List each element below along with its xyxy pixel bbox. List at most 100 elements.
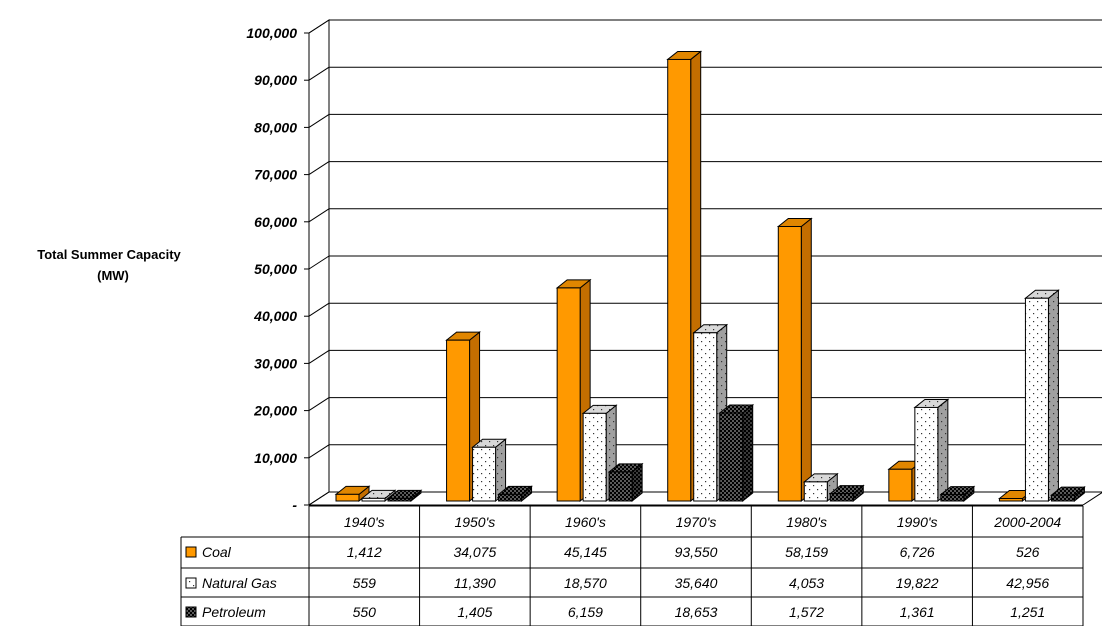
gridline-side [308, 302, 330, 317]
bar-side [800, 217, 812, 503]
category-label: 1940's [344, 514, 385, 530]
gridline-side [308, 444, 330, 459]
data-value-label: 6,159 [568, 604, 603, 620]
legend-label-petroleum: Petroleum [202, 604, 266, 620]
bar-front [1024, 297, 1049, 502]
data-value-label: 34,075 [453, 544, 496, 560]
legend-swatch-natural-gas [185, 577, 197, 589]
bar-front [498, 493, 523, 502]
bar-natural-gas-5 [913, 398, 950, 503]
data-value-label: 1,412 [347, 544, 382, 560]
data-table: 1940's 1950's 1960's 1970's 1980's 1990's 2000… [180, 505, 1084, 626]
data-value-label: 18,653 [675, 604, 718, 620]
bar-natural-gas-4 [802, 472, 839, 503]
bar-front [777, 225, 802, 502]
gridline-side [308, 113, 330, 128]
y-tick-label: 40,000 [253, 308, 297, 324]
data-value-label: 1,572 [789, 604, 824, 620]
gridline-side [308, 208, 330, 223]
y-tick-label: - [292, 497, 297, 513]
y-tick-label: 90,000 [254, 72, 297, 88]
data-value-label: 1,405 [457, 604, 492, 620]
bar-front [582, 412, 607, 502]
bar-front [998, 498, 1023, 502]
y-axis-label-line2: (MW) [97, 268, 129, 283]
gridline-side [308, 349, 330, 364]
data-value-label: 93,550 [675, 544, 718, 560]
y-tick-label: 100,000 [246, 25, 297, 41]
bar-front [335, 493, 360, 502]
gridline-side [308, 397, 330, 412]
data-value-label: 19,822 [896, 575, 939, 591]
bar-side [742, 403, 754, 503]
bar-petroleum-2 [607, 462, 644, 503]
y-tick-label: 70,000 [254, 167, 297, 183]
bar-petroleum-0 [386, 489, 423, 503]
category-label: 1990's [897, 514, 938, 530]
data-value-label: 550 [353, 604, 377, 620]
data-value-label: 559 [353, 575, 377, 591]
bar-petroleum-6 [1050, 486, 1086, 503]
bar-front [829, 493, 854, 502]
data-value-label: 1,361 [900, 604, 935, 620]
y-tick-label: 30,000 [254, 355, 297, 371]
legend-label-natural-gas: Natural Gas [202, 575, 277, 591]
bar-front [556, 287, 581, 502]
data-value-label: 42,956 [1006, 575, 1049, 591]
gridline-side [308, 66, 330, 81]
data-value-label: 11,390 [454, 575, 496, 591]
bar-front [667, 58, 692, 502]
bar-front [719, 412, 744, 502]
bar-front [387, 497, 412, 502]
bar-front [1050, 494, 1075, 502]
category-label: 1960's [565, 514, 606, 530]
y-tick-label: 50,000 [254, 261, 297, 277]
y-tick-label: 80,000 [254, 119, 297, 135]
bar-coal-0 [334, 485, 371, 503]
data-value-label: 45,145 [564, 544, 607, 560]
y-tick-label: 60,000 [254, 214, 297, 230]
bar-side [937, 398, 949, 503]
gridline-side [308, 491, 330, 506]
category-label: 2000-2004 [993, 514, 1061, 530]
bar-petroleum-5 [939, 485, 976, 503]
y-tick-label: 20,000 [253, 403, 297, 419]
legend-label-coal: Coal [202, 544, 232, 560]
data-value-label: 1,251 [1010, 604, 1045, 620]
category-label: 1980's [786, 514, 827, 530]
bar-front [803, 481, 828, 502]
bar-front [914, 406, 939, 502]
gridline-side [308, 19, 330, 34]
data-value-label: 526 [1016, 544, 1040, 560]
data-value-label: 6,726 [900, 544, 935, 560]
bar-front [472, 446, 497, 502]
category-label: 1970's [676, 514, 717, 530]
bar-natural-gas-1 [471, 438, 507, 503]
bar-front [446, 339, 471, 502]
y-axis-label-line1: Total Summer Capacity [37, 247, 181, 262]
bars [334, 50, 1086, 503]
bar-natural-gas-6 [1024, 289, 1060, 503]
bar-petroleum-3 [718, 403, 755, 503]
legend-swatch-coal [185, 546, 197, 558]
bar-front [361, 497, 386, 502]
data-value-label: 35,640 [675, 575, 718, 591]
bar-side [1047, 289, 1059, 503]
bar-petroleum-4 [828, 484, 865, 503]
y-tick-label: 10,000 [254, 450, 297, 466]
bar-front [888, 468, 913, 502]
gridline-side [308, 255, 330, 270]
bar-front [940, 494, 965, 502]
data-value-label: 18,570 [564, 575, 607, 591]
legend-swatch-petroleum [185, 606, 197, 618]
bar-front [608, 471, 633, 502]
gridline-side [308, 161, 330, 176]
data-value-label: 58,159 [785, 544, 828, 560]
y-axis-ticks: - 10,000 20,000 30,000 40,000 50,000 60,000 70,… [246, 25, 309, 513]
category-label: 1950's [454, 514, 495, 530]
bar-front [693, 332, 718, 502]
bar-petroleum-1 [497, 485, 533, 503]
data-value-label: 4,053 [789, 575, 824, 591]
bar-coal-1 [445, 331, 481, 503]
